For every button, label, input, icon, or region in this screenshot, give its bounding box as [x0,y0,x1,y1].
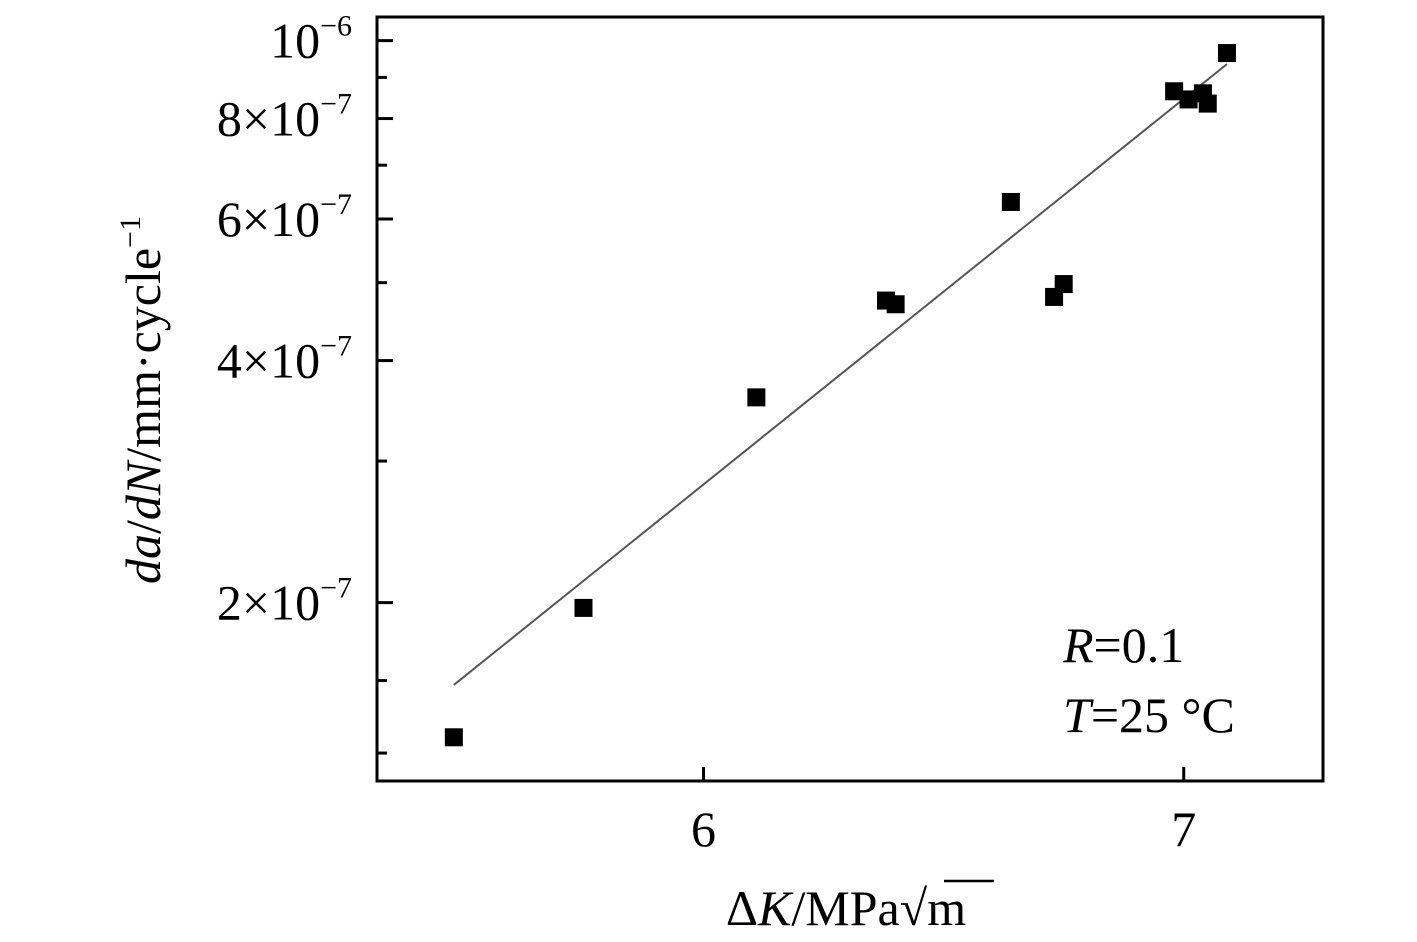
annotation-t-var: T [1063,687,1094,743]
data-point [1217,44,1236,63]
y-tick-exponent: −7 [320,88,352,121]
annotation-r-var: R [1062,617,1094,673]
data-point [747,388,766,407]
plot-frame [375,15,1325,783]
y-tick-label: 6×10−7 [217,188,352,247]
x-tick-label: 6 [691,801,716,857]
x-title-root: √ [900,880,928,936]
y-title-d1: d [115,558,171,584]
y-title-N: N [115,459,171,496]
y-tick-mantissa: 4×10 [217,333,320,389]
data-point [1198,94,1217,113]
y-title-unit: /mm·cycle [115,248,171,462]
y-axis: 2×10−74×10−76×10−78×10−710−6 [217,10,393,755]
data-points [444,44,1236,747]
y-title-exp: −1 [114,216,147,248]
data-point [574,598,593,617]
fit-line-group [453,63,1228,686]
y-tick-label: 10−6 [270,10,352,69]
y-tick-label: 2×10−7 [217,572,352,631]
x-axis-title: ΔK/MPa√m [726,880,966,936]
data-point [444,728,463,747]
annotation-t-value: =25 °C [1091,687,1235,743]
y-tick-label: 4×10−7 [217,330,352,389]
annotation-t: T=25 °C [1063,687,1235,743]
y-title-d2: d [115,494,171,520]
y-tick-mantissa: 2×10 [217,575,320,631]
data-point [1165,82,1184,101]
y-title-a: a [115,534,171,559]
y-title-slash: / [115,520,171,534]
y-tick-mantissa: 6×10 [217,191,320,247]
x-tick-label: 7 [1171,801,1196,857]
y-tick-exponent: −7 [320,188,352,221]
y-tick-exponent: −7 [320,330,352,363]
y-tick-label: 8×10−7 [217,88,352,147]
x-title-root-arg: m [927,880,966,936]
x-title-delta: Δ [726,880,758,936]
data-point [886,295,905,314]
y-axis-title: da/dN/mm·cycle−1 [114,216,171,584]
data-point [1001,192,1020,211]
x-title-K: K [757,880,794,936]
x-title-unit: /MPa [791,880,899,936]
y-tick-mantissa: 8×10 [217,91,320,147]
y-tick-exponent: −7 [320,572,352,605]
y-tick-mantissa: 10 [270,13,320,69]
y-tick-exponent: −6 [320,10,352,43]
fit-line [453,63,1228,686]
annotation-r: R=0.1 [1062,617,1184,673]
data-point [1179,90,1198,109]
annotation-r-value: =0.1 [1094,617,1185,673]
data-point [1054,275,1073,294]
